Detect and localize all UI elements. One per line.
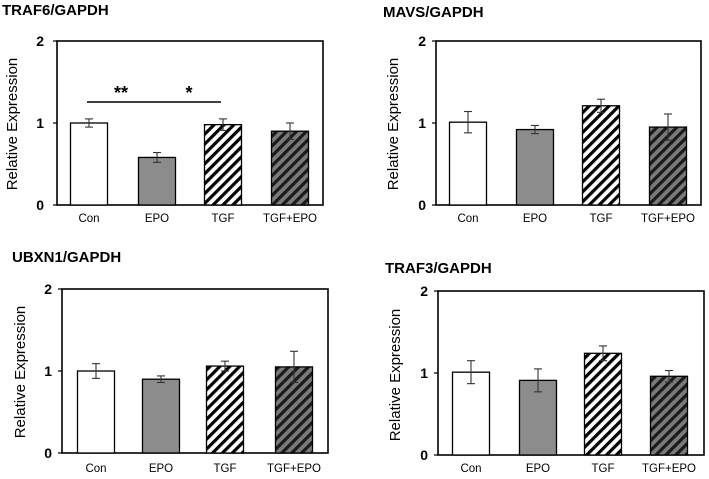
x-category-label: TGF (590, 213, 613, 225)
x-category-label: Con (78, 213, 99, 225)
x-category-label: TGF (592, 463, 615, 475)
y-tick-label: 0 (418, 197, 426, 213)
y-tick-label: 1 (36, 115, 44, 131)
bar-tgf-epo (270, 130, 310, 206)
x-category-label: EPO (149, 463, 173, 475)
bar-con (76, 370, 116, 454)
bar-tgf-epo (649, 375, 689, 456)
bar-con (69, 122, 109, 206)
bar-tgf (581, 105, 621, 206)
chart-panel-traf6: TRAF6/GAPDH Relative Expression 0 1 2 Co… (2, 2, 317, 225)
chart-panel-traf3: TRAF3/GAPDH Relative Expression 0 1 2 Co… (385, 260, 696, 475)
x-category-label: EPO (145, 213, 169, 225)
significance-label: * (185, 83, 192, 103)
x-category-label: TGF+EPO (642, 463, 696, 475)
x-category-label: TGF+EPO (641, 213, 695, 225)
y-tick-label: 1 (44, 363, 52, 379)
x-category-label: EPO (523, 213, 547, 225)
y-axis-label: Relative Expression (4, 58, 21, 191)
bar-epo (137, 156, 177, 206)
y-tick-label: 2 (418, 33, 426, 49)
bar-epo (141, 378, 181, 454)
y-axis-label: Relative Expression (387, 309, 404, 442)
y-axis-label: Relative Expression (385, 58, 402, 191)
chart-panel-ubxn1: UBXN1/GAPDH Relative Expression 0 1 2 Co… (12, 249, 321, 475)
y-axis-label: Relative Expression (12, 306, 29, 439)
bar-epo (518, 379, 558, 456)
y-tick-label: 2 (36, 33, 44, 49)
chart-title: TRAF6/GAPDH (2, 2, 109, 19)
chart-panel-mavs: MAVS/GAPDH Relative Expression 0 1 2 Con… (383, 4, 695, 225)
y-tick-label: 0 (420, 447, 428, 463)
chart-title: TRAF3/GAPDH (385, 260, 492, 277)
bar-epo (515, 128, 555, 206)
x-category-label: Con (457, 213, 478, 225)
y-tick-label: 1 (420, 365, 428, 381)
y-tick-label: 0 (44, 445, 52, 461)
bar-con (451, 371, 491, 456)
bar-tgf (205, 365, 245, 454)
chart-title: MAVS/GAPDH (383, 4, 484, 21)
x-category-label: TGF+EPO (267, 463, 321, 475)
x-category-label: TGF (214, 463, 237, 475)
y-tick-label: 0 (36, 197, 44, 213)
chart-title: UBXN1/GAPDH (12, 249, 121, 266)
bar-tgf (203, 123, 243, 206)
x-category-label: EPO (526, 463, 550, 475)
y-tick-label: 2 (420, 283, 428, 299)
significance-label: ** (114, 83, 128, 103)
y-tick-label: 1 (418, 115, 426, 131)
x-category-label: Con (85, 463, 106, 475)
x-category-label: TGF (212, 213, 235, 225)
y-tick-label: 2 (44, 281, 52, 297)
x-category-label: TGF+EPO (263, 213, 317, 225)
x-category-label: Con (460, 463, 481, 475)
bar-con (448, 121, 488, 206)
bar-tgf (583, 352, 623, 456)
